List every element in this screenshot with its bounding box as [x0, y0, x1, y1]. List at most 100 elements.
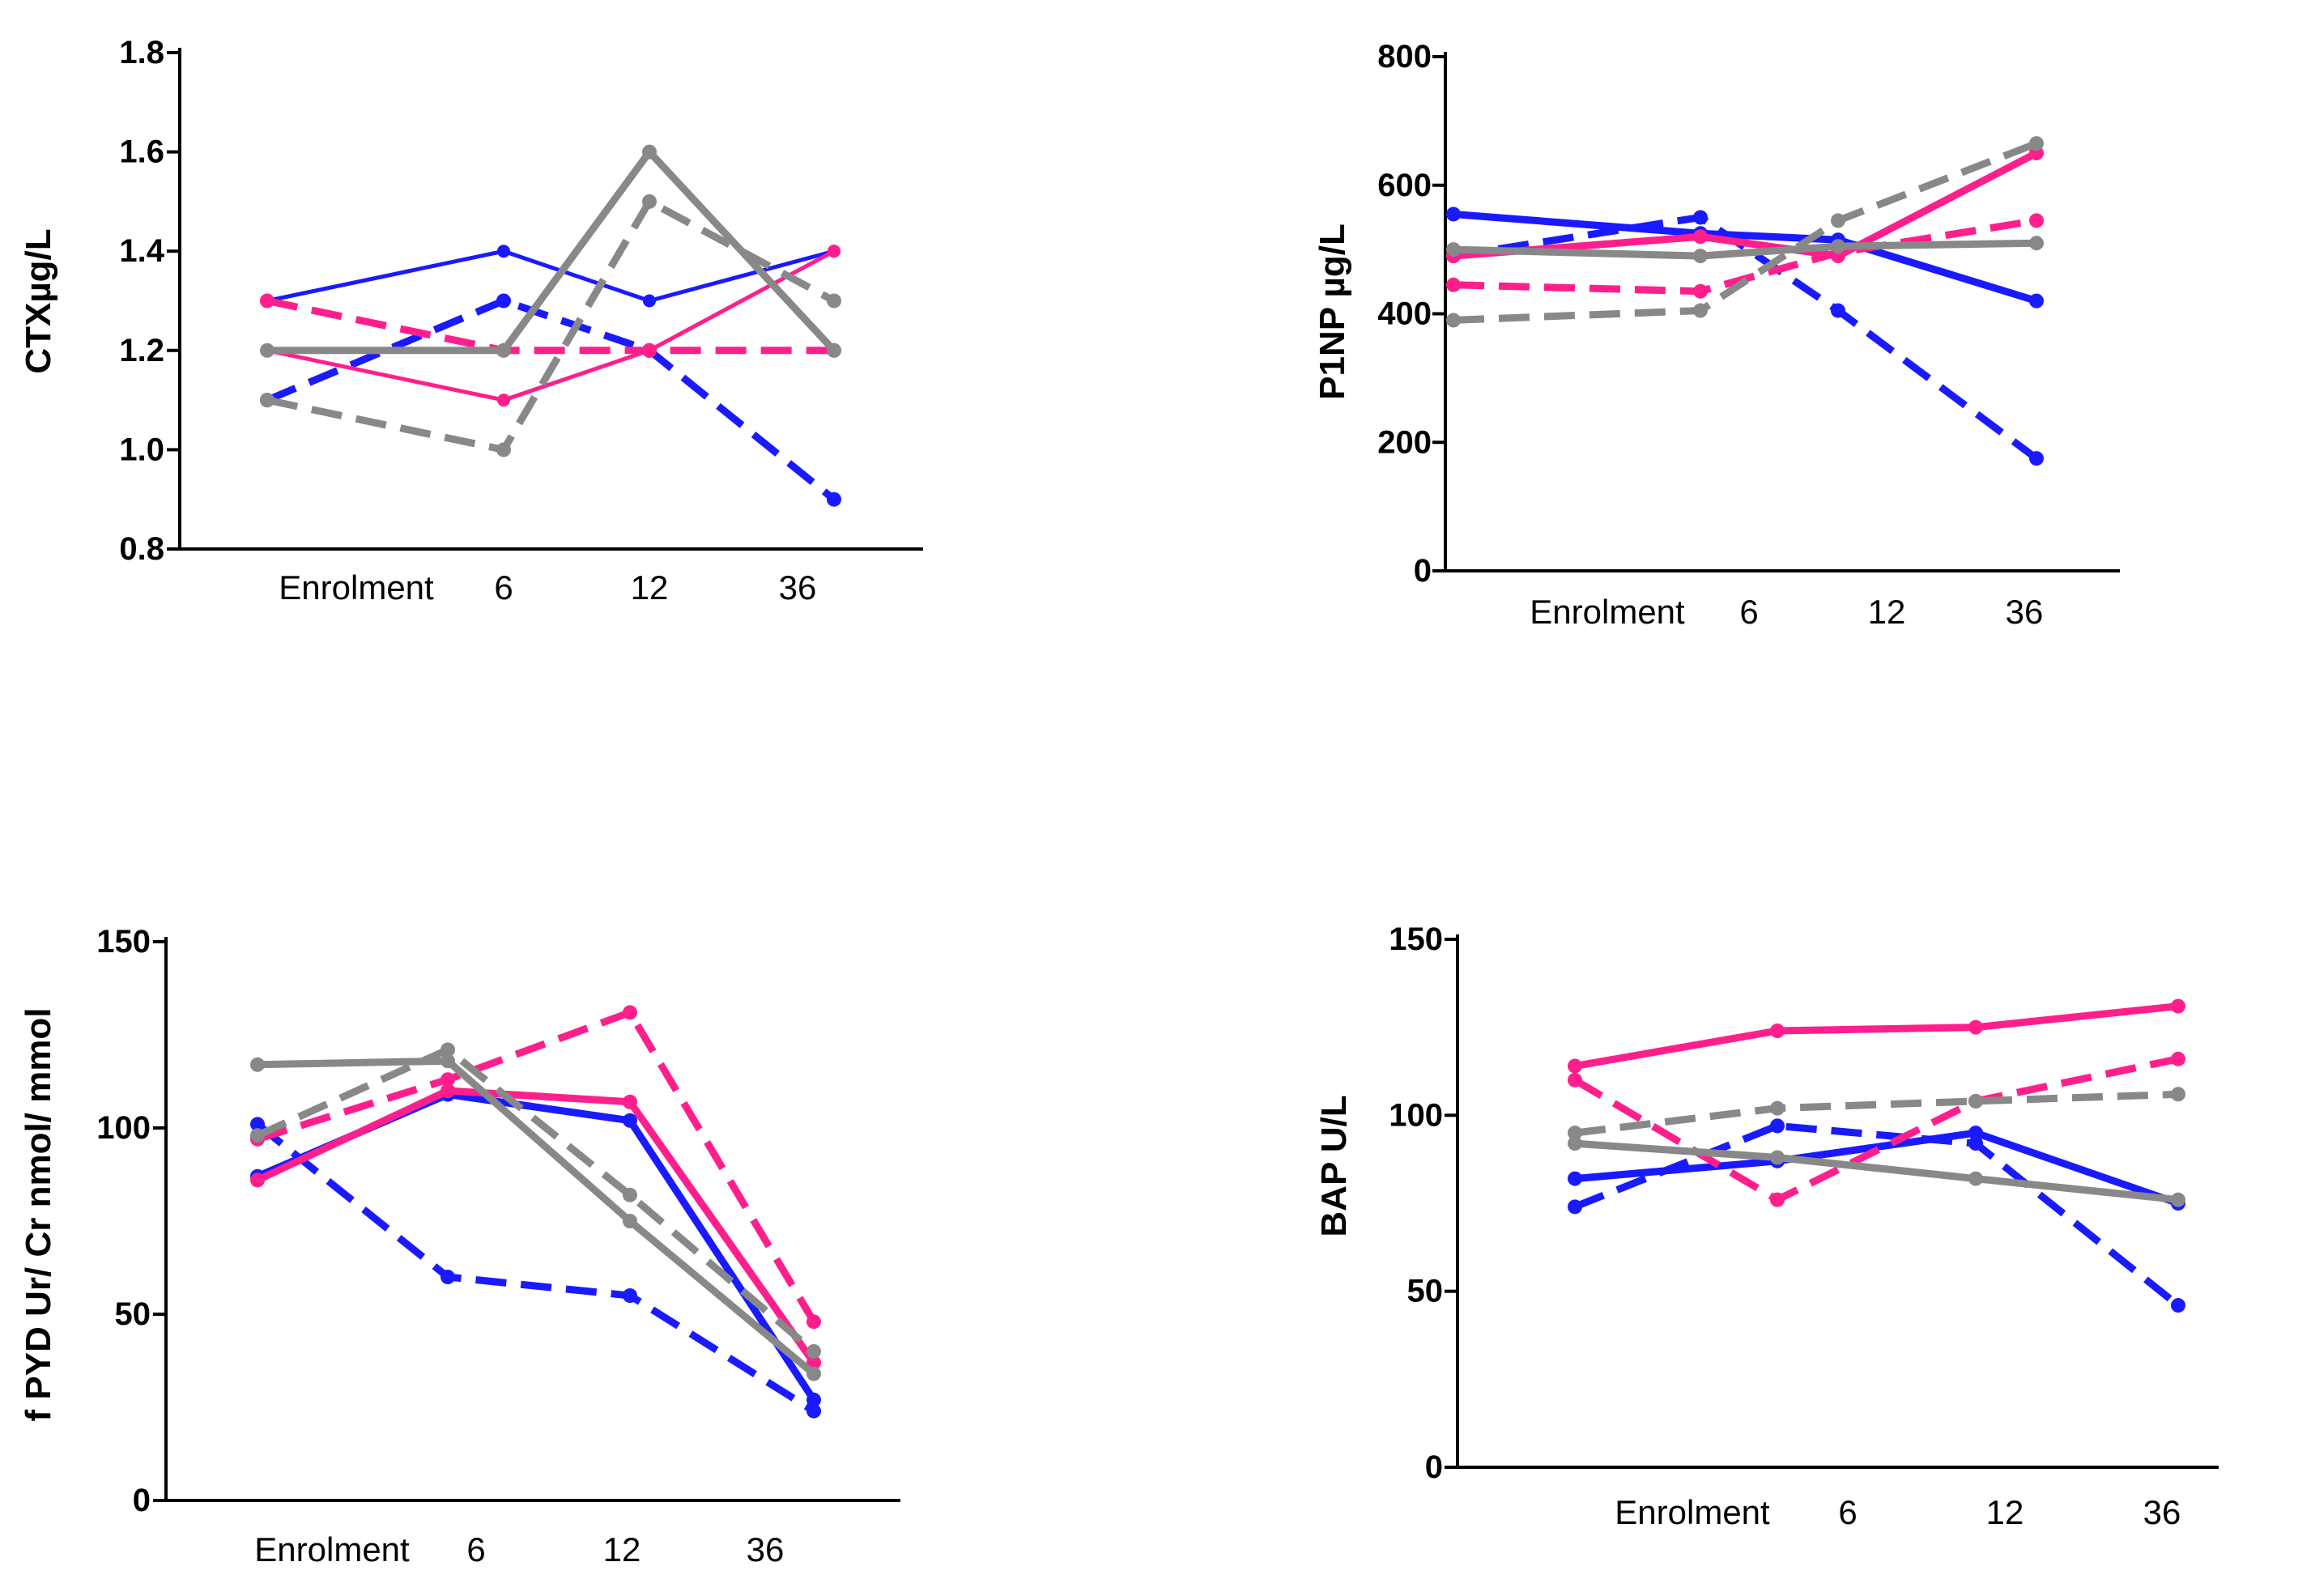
data-point — [440, 1083, 455, 1098]
y-axis-title: CTXµg/L — [19, 228, 58, 373]
series-line-blue-dashed — [255, 1121, 816, 1415]
data-point — [1968, 1126, 1983, 1141]
data-point — [828, 245, 840, 258]
data-point — [250, 1128, 265, 1143]
data-point — [1446, 242, 1461, 257]
data-point — [2029, 293, 2044, 309]
series-line-pink-dashed — [266, 297, 834, 355]
x-tick-label: Enrolment — [1530, 593, 1685, 631]
chart-panel-4: 0 50 100 150 Enrolment 6 12 36 BAP U/L — [1314, 921, 2219, 1531]
data-point — [1831, 213, 1845, 228]
x-tick-label: 36 — [747, 1530, 785, 1568]
data-point — [1770, 1150, 1785, 1165]
series-line-gray-solid — [257, 1057, 816, 1377]
series-line-gray-dashed — [1453, 140, 2038, 324]
data-point — [623, 1214, 637, 1228]
y-axis-title: f PYD Ur/ Cr nmol/ mmol — [19, 1008, 58, 1422]
data-point — [827, 293, 841, 309]
data-point — [1693, 210, 1708, 225]
y-tick-label: 100 — [96, 1110, 151, 1146]
data-point — [623, 1094, 637, 1109]
data-point — [2171, 1298, 2185, 1313]
x-tick-label: 36 — [2006, 593, 2044, 631]
data-point — [1831, 239, 1845, 254]
y-tick-label: 150 — [1389, 921, 1443, 957]
y-tick-label: 50 — [1407, 1274, 1444, 1309]
data-point — [1568, 1126, 1582, 1141]
data-point — [806, 1392, 821, 1407]
series-line-blue-solid — [266, 249, 835, 303]
y-tick-label: 0 — [1425, 1449, 1443, 1485]
y-tick-label: 400 — [1377, 296, 1432, 332]
data-point — [1446, 313, 1461, 328]
series-line-blue-dashed — [1573, 1121, 2181, 1309]
data-point — [496, 343, 511, 358]
data-point — [643, 294, 656, 308]
series-line-pink-solid — [1574, 1002, 2179, 1070]
series-line-gray-solid — [1574, 1139, 2179, 1204]
series-line-gray-dashed — [256, 1045, 816, 1355]
y-tick-label: 1.6 — [119, 134, 164, 170]
data-point — [1693, 249, 1708, 264]
data-point — [1968, 1171, 1983, 1186]
data-point — [1770, 1192, 1785, 1207]
x-tick-label: Enrolment — [279, 568, 434, 606]
series-line-pink-dashed — [256, 1008, 817, 1324]
data-point — [2171, 1087, 2185, 1102]
series-line-gray-solid — [267, 148, 837, 355]
x-tick-label: 6 — [466, 1530, 485, 1568]
x-tick-label: 36 — [2143, 1493, 2181, 1531]
data-point — [1770, 1100, 1785, 1116]
data-point — [1968, 1019, 1983, 1035]
x-tick-label: Enrolment — [1615, 1493, 1770, 1531]
data-point — [1770, 1024, 1785, 1039]
data-point — [1831, 303, 1845, 318]
y-tick-label: 0 — [133, 1483, 151, 1518]
data-point — [260, 343, 274, 358]
x-tick-label: 6 — [494, 568, 513, 606]
data-point — [2029, 451, 2044, 466]
data-point — [2171, 1051, 2185, 1066]
data-point — [1568, 1171, 1582, 1186]
data-point — [250, 1173, 265, 1188]
x-tick-label: 12 — [603, 1530, 641, 1568]
data-point — [2029, 236, 2044, 251]
x-tick-label: 12 — [631, 568, 669, 606]
x-tick-label: 12 — [1986, 1493, 2024, 1531]
data-point — [623, 1113, 637, 1128]
data-point — [440, 1072, 455, 1087]
data-point — [497, 245, 510, 258]
x-tick-label: 36 — [779, 568, 817, 606]
y-tick-label: 1.2 — [119, 333, 164, 368]
data-point — [2029, 213, 2044, 228]
data-point — [806, 1344, 821, 1359]
series-line-blue-dashed — [266, 297, 836, 503]
data-point — [623, 1187, 637, 1202]
data-point — [260, 293, 274, 309]
data-point — [1568, 1058, 1582, 1074]
x-tick-label: Enrolment — [254, 1530, 410, 1568]
data-point — [806, 1366, 821, 1381]
y-tick-label: 0.8 — [119, 531, 164, 567]
data-point — [1693, 303, 1708, 318]
y-tick-label: 800 — [1377, 39, 1432, 74]
data-point — [260, 393, 274, 408]
data-point — [1568, 1136, 1582, 1151]
data-point — [806, 1314, 821, 1330]
data-point — [1968, 1136, 1983, 1151]
series-line-pink-dashed — [1453, 216, 2037, 296]
y-tick-label: 1.8 — [119, 35, 164, 70]
x-tick-label: 6 — [1739, 593, 1758, 631]
chart-panel-3: 0 50 100 150 Enrolment 6 12 36 f PYD Ur/ Cr nmol… — [19, 924, 900, 1568]
data-point — [496, 293, 511, 309]
data-point — [1568, 1199, 1582, 1215]
y-tick-label: 1.0 — [119, 432, 164, 467]
y-tick-label: 600 — [1377, 168, 1432, 203]
data-point — [2029, 136, 2044, 151]
chart-panel-2: 0 200 400 600 800 Enrolment 6 12 36 P1NP µg/L — [1313, 39, 2120, 631]
data-point — [1446, 277, 1461, 292]
y-tick-label: 200 — [1377, 424, 1432, 460]
data-point — [827, 343, 841, 358]
data-point — [1693, 283, 1708, 299]
y-tick-label: 1.4 — [119, 233, 164, 269]
